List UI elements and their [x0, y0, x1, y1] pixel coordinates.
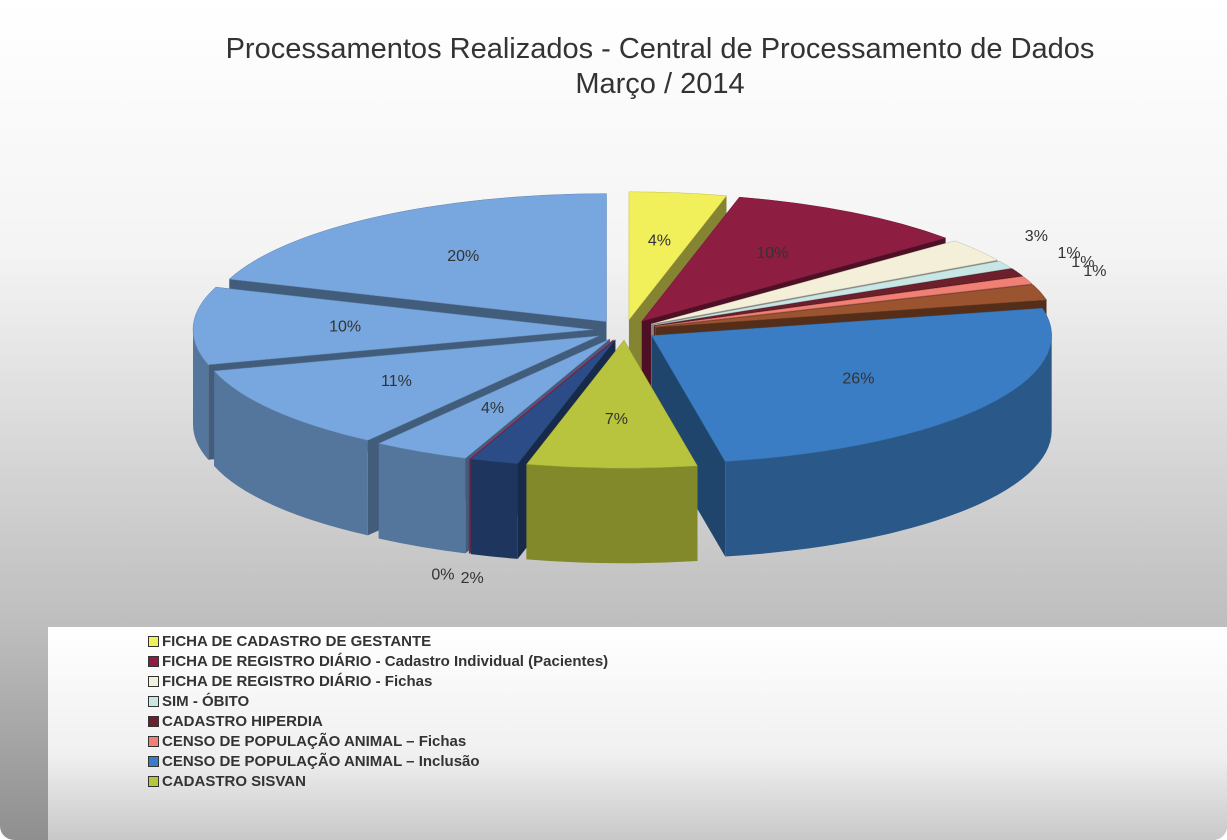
- data-label: 11%: [381, 373, 412, 390]
- legend-item: CADASTRO HIPERDIA: [148, 713, 323, 730]
- legend-label: FICHA DE REGISTRO DIÁRIO - Cadastro Indi…: [162, 653, 609, 670]
- legend-label: CENSO DE POPULAÇÃO ANIMAL – Inclusão: [162, 753, 480, 770]
- data-label: 10%: [756, 245, 788, 262]
- slice-side: [378, 443, 466, 554]
- legend-label: CADASTRO HIPERDIA: [162, 713, 323, 730]
- data-label: 26%: [842, 371, 874, 388]
- pie-area: 4% 10% 3% 1%1%1% 26% 7% 2% 0% 4% 11% 10% 20%: [192, 191, 1107, 587]
- legend-swatch: [148, 656, 159, 667]
- data-label: 2%: [461, 570, 484, 587]
- legend-swatch: [148, 676, 159, 687]
- slice: [651, 308, 1052, 557]
- data-label: 4%: [481, 400, 504, 417]
- slice-top: [653, 260, 1012, 326]
- data-label: 4%: [648, 232, 671, 249]
- slice-top: [641, 196, 947, 322]
- slice-side: [526, 464, 698, 564]
- legend-label: CADASTRO SISVAN: [162, 773, 306, 790]
- legend: FICHA DE CADASTRO DE GESTANTE FICHA DE RE…: [48, 627, 1227, 840]
- legend-label: FICHA DE CADASTRO DE GESTANTE: [162, 633, 432, 650]
- legend-label: FICHA DE REGISTRO DIÁRIO - Fichas: [162, 673, 433, 690]
- chart-title: Processamentos Realizados - Central de P…: [225, 33, 1095, 65]
- title-block: Processamentos Realizados - Central de P…: [210, 32, 1110, 102]
- slice-top: [470, 339, 616, 465]
- slice-top: [228, 193, 607, 322]
- legend-item: CENSO DE POPULAÇÃO ANIMAL – Inclusão: [148, 753, 480, 770]
- legend-item: FICHA DE CADASTRO DE GESTANTE: [148, 633, 431, 650]
- data-label: 20%: [447, 248, 479, 265]
- legend-swatch: [148, 776, 159, 787]
- legend-swatch: [148, 696, 159, 707]
- data-label: 10%: [329, 318, 361, 335]
- slice-side: [725, 335, 1052, 557]
- chart-subtitle: Março / 2014: [575, 68, 745, 100]
- slice-top: [655, 284, 1047, 328]
- slice-edge: [651, 335, 726, 557]
- slice-side: [470, 459, 518, 559]
- legend-item: CADASTRO SISVAN: [148, 773, 306, 790]
- data-label: 0%: [431, 567, 454, 584]
- slice-side: [193, 329, 209, 460]
- legend-label: SIM - ÓBITO: [162, 693, 250, 710]
- legend-swatch: [148, 716, 159, 727]
- legend-label: CENSO DE POPULAÇÃO ANIMAL – Fichas: [162, 733, 467, 750]
- data-label: 3%: [1025, 228, 1048, 245]
- data-label: 7%: [605, 411, 628, 428]
- legend-item: CENSO DE POPULAÇÃO ANIMAL – Fichas: [148, 733, 466, 750]
- slice-top: [628, 191, 727, 321]
- slice-top: [654, 276, 1033, 327]
- slice-top: [468, 339, 614, 460]
- legend-item: FICHA DE REGISTRO DIÁRIO - Cadastro Indi…: [148, 653, 608, 670]
- data-label: 1%: [1071, 254, 1094, 271]
- data-label: 1%: [1057, 245, 1080, 262]
- slice-top: [651, 240, 999, 325]
- slice-top: [213, 335, 599, 441]
- data-label: 1%: [1083, 263, 1106, 280]
- legend-swatch: [148, 756, 159, 767]
- legend-item: FICHA DE REGISTRO DIÁRIO - Fichas: [148, 673, 432, 690]
- slice-side: [214, 370, 368, 536]
- legend-swatch: [148, 736, 159, 747]
- slice-top: [192, 286, 594, 365]
- legend-item: SIM - ÓBITO: [148, 693, 249, 710]
- slice: [525, 339, 698, 564]
- slice-top: [651, 308, 1052, 462]
- slice-top: [525, 339, 698, 469]
- slice-top: [654, 268, 1024, 326]
- slice-top: [377, 338, 611, 459]
- legend-swatch: [148, 636, 159, 647]
